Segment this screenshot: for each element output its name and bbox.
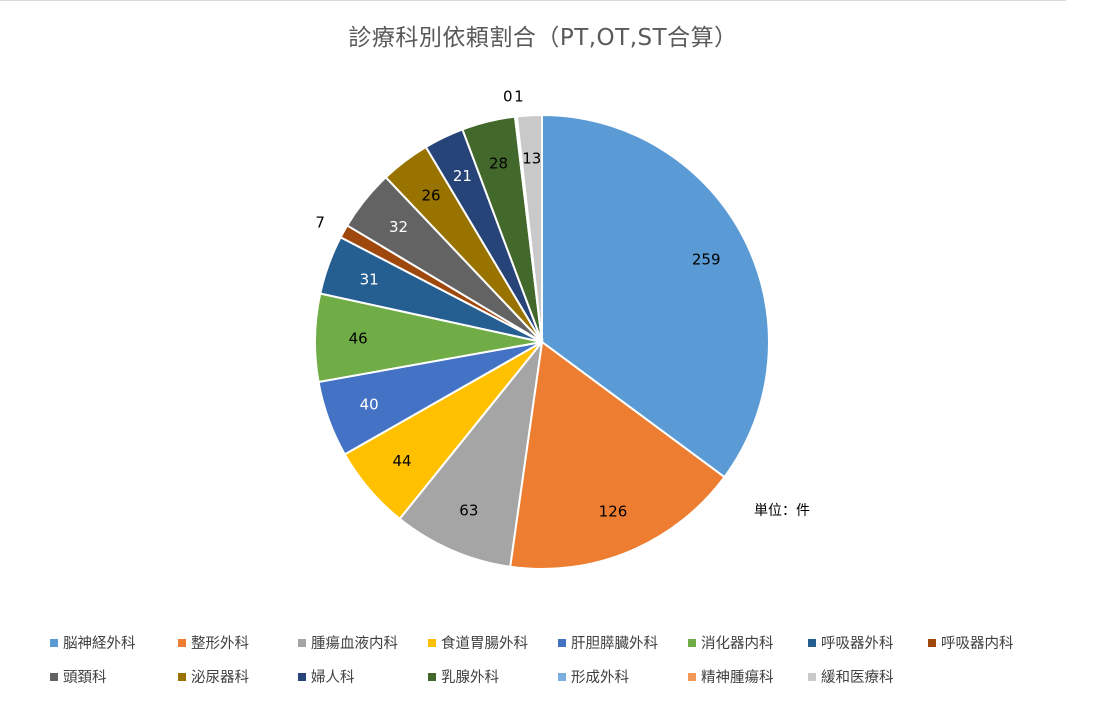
- unit-note: 単位：件: [754, 503, 810, 519]
- legend-swatch: [428, 638, 436, 647]
- legend-item-腫瘍血液内科: 腫瘍血液内科: [298, 632, 398, 653]
- legend-label: 呼吸器内科: [941, 636, 1014, 652]
- legend-item-頭頚科: 頭頚科: [50, 666, 107, 687]
- legend-label: 呼吸器外科: [821, 636, 894, 652]
- legend-item-緩和医療科: 緩和医療科: [808, 666, 894, 687]
- legend-swatch: [928, 638, 936, 647]
- data-label-肝胆膵臓外科: 40: [360, 396, 379, 414]
- legend-label: 婦人科: [311, 670, 355, 686]
- legend-swatch: [558, 638, 566, 647]
- data-label-食道胃腸外科: 44: [392, 452, 411, 470]
- legend-swatch: [688, 672, 696, 681]
- data-label-脳神経外科: 259: [692, 250, 721, 268]
- legend-label: 泌尿器科: [191, 670, 249, 686]
- legend-label: 乳腺外科: [441, 670, 499, 686]
- pie-slice-緩和医療科: [515, 113, 543, 343]
- data-label-形成外科: 0: [503, 88, 513, 106]
- data-label-呼吸器外科: 31: [360, 270, 379, 288]
- data-label-泌尿器科: 26: [421, 186, 440, 204]
- pie-slice-脳神経外科: [541, 113, 770, 479]
- legend-swatch: [50, 672, 58, 681]
- legend-label: 緩和医療科: [821, 670, 894, 686]
- legend-item-形成外科: 形成外科: [558, 666, 629, 687]
- legend-swatch: [178, 672, 186, 681]
- legend-label: 脳神経外科: [63, 636, 136, 652]
- legend-item-整形外科: 整形外科: [178, 632, 249, 653]
- pie-slice-腫瘍血液内科: [398, 338, 544, 568]
- top-border: [0, 0, 1066, 1]
- legend-swatch: [178, 638, 186, 647]
- legend-swatch: [50, 638, 58, 647]
- legend-item-呼吸器外科: 呼吸器外科: [808, 632, 894, 653]
- legend-label: 消化器内科: [701, 636, 774, 652]
- data-label-頭頚科: 32: [389, 218, 408, 236]
- data-label-精神腫瘍科: 1: [514, 88, 524, 106]
- chart-title: 診療科別依頼割合（PT,OT,ST合算）: [348, 25, 738, 51]
- legend-label: 形成外科: [571, 670, 629, 686]
- legend-item-婦人科: 婦人科: [298, 666, 355, 687]
- data-label-消化器内科: 46: [349, 329, 368, 347]
- legend-label: 精神腫瘍科: [701, 670, 774, 686]
- legend-swatch: [808, 638, 816, 647]
- legend-item-脳神経外科: 脳神経外科: [50, 632, 136, 653]
- legend-item-精神腫瘍科: 精神腫瘍科: [688, 666, 774, 687]
- pie-chart: 259 126 63 44 40 46 31 7 32 26 21 28 0 1 13: [314, 88, 770, 570]
- legend-swatch: [688, 638, 696, 647]
- legend-swatch: [558, 672, 566, 681]
- legend-label: 整形外科: [191, 636, 249, 652]
- legend-label: 腫瘍血液内科: [311, 636, 398, 652]
- legend-item-乳腺外科: 乳腺外科: [428, 666, 499, 687]
- data-label-乳腺外科: 28: [489, 154, 508, 172]
- legend-item-食道胃腸外科: 食道胃腸外科: [428, 632, 528, 653]
- legend-swatch: [298, 638, 306, 647]
- data-label-婦人科: 21: [453, 167, 472, 185]
- legend-item-肝胆膵臓外科: 肝胆膵臓外科: [558, 632, 658, 653]
- data-label-整形外科: 126: [599, 503, 628, 521]
- data-label-呼吸器内科: 7: [315, 214, 325, 232]
- legend-label: 食道胃腸外科: [441, 636, 528, 652]
- legend-item-消化器内科: 消化器内科: [688, 632, 774, 653]
- legend-label: 頭頚科: [63, 670, 107, 686]
- legend-swatch: [298, 672, 306, 681]
- legend-swatch: [428, 672, 436, 681]
- legend-item-泌尿器科: 泌尿器科: [178, 666, 249, 687]
- legend-label: 肝胆膵臓外科: [571, 636, 658, 652]
- data-label-腫瘍血液内科: 63: [459, 502, 478, 520]
- pie-slice-整形外科: [509, 340, 726, 570]
- legend-item-呼吸器内科: 呼吸器内科: [928, 632, 1014, 653]
- legend-swatch: [808, 672, 816, 681]
- data-label-緩和医療科: 13: [522, 149, 541, 167]
